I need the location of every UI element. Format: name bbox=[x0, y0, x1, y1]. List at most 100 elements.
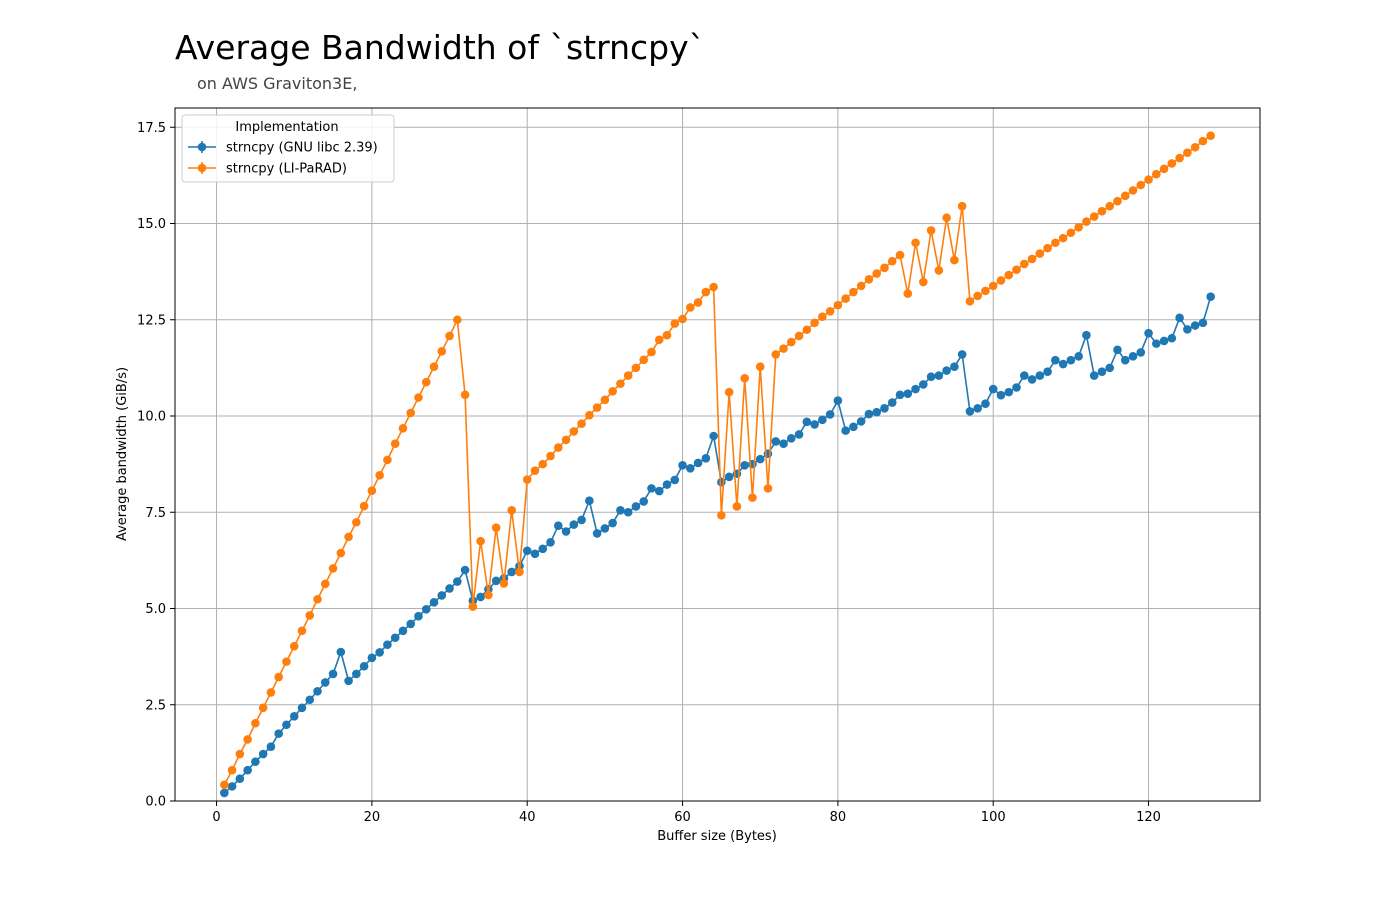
data-point bbox=[1159, 336, 1169, 346]
data-point bbox=[887, 256, 897, 266]
data-point bbox=[1105, 201, 1115, 211]
data-point bbox=[942, 366, 951, 375]
data-point bbox=[919, 380, 928, 389]
data-point bbox=[569, 520, 579, 529]
data-point bbox=[732, 502, 742, 511]
data-point bbox=[1097, 367, 1107, 377]
ticks-layer: 0 20 40 60 80 100 120 0.0 2.5 5.0 7.5 10.0 12.5 15.0 1… bbox=[137, 121, 1161, 825]
data-point bbox=[227, 765, 237, 775]
data-point bbox=[616, 506, 625, 515]
data-point bbox=[1051, 355, 1060, 365]
data-point bbox=[1082, 217, 1091, 226]
data-point bbox=[1120, 355, 1130, 365]
data-point bbox=[530, 466, 540, 475]
data-point bbox=[942, 213, 951, 223]
data-point bbox=[701, 287, 711, 297]
data-point bbox=[1190, 321, 1200, 330]
data-point bbox=[1120, 191, 1130, 201]
data-point bbox=[926, 372, 936, 382]
data-point bbox=[592, 403, 602, 412]
data-point bbox=[771, 350, 781, 359]
data-point bbox=[887, 398, 897, 407]
y-tick-label: 12.5 bbox=[137, 313, 166, 328]
data-point bbox=[1027, 375, 1037, 384]
data-point bbox=[740, 460, 749, 470]
data-point bbox=[367, 653, 377, 663]
data-point bbox=[336, 548, 346, 558]
data-point bbox=[251, 718, 260, 728]
data-point bbox=[359, 661, 369, 671]
data-point bbox=[437, 347, 447, 356]
data-point bbox=[220, 780, 229, 790]
data-point bbox=[1167, 333, 1177, 343]
data-point bbox=[460, 565, 470, 575]
series-1 bbox=[220, 292, 1215, 798]
data-point bbox=[577, 515, 586, 525]
data-point bbox=[359, 501, 369, 511]
data-point bbox=[476, 592, 485, 602]
data-point bbox=[507, 506, 516, 515]
data-point bbox=[693, 298, 703, 307]
data-point bbox=[794, 430, 804, 439]
data-point bbox=[344, 676, 353, 686]
data-point bbox=[1198, 318, 1208, 328]
data-point bbox=[856, 281, 866, 291]
data-point bbox=[973, 404, 982, 413]
data-point bbox=[1190, 142, 1200, 152]
data-point bbox=[833, 300, 843, 310]
data-point bbox=[950, 362, 959, 372]
data-point bbox=[546, 537, 555, 547]
data-point bbox=[227, 782, 237, 791]
data-point bbox=[1113, 196, 1122, 206]
data-point bbox=[600, 524, 610, 533]
data-point bbox=[608, 518, 617, 528]
data-point bbox=[1206, 131, 1215, 141]
data-point bbox=[709, 282, 718, 292]
y-tick-label: 10.0 bbox=[137, 410, 166, 425]
data-point bbox=[1144, 328, 1153, 338]
data-point bbox=[996, 276, 1006, 285]
data-point bbox=[872, 269, 882, 278]
plot-frame bbox=[174, 107, 1261, 802]
data-point bbox=[546, 451, 555, 461]
data-point bbox=[243, 735, 252, 744]
data-point bbox=[647, 347, 656, 357]
data-point bbox=[1058, 233, 1068, 243]
data-point bbox=[421, 377, 431, 387]
x-tick-label: 120 bbox=[1136, 810, 1161, 825]
data-point bbox=[406, 619, 416, 629]
data-point bbox=[981, 399, 990, 408]
data-point bbox=[313, 594, 322, 604]
data-point bbox=[289, 712, 299, 721]
data-point bbox=[810, 318, 819, 328]
data-point bbox=[724, 472, 734, 482]
data-point bbox=[484, 590, 493, 600]
data-point bbox=[414, 611, 423, 621]
data-point bbox=[289, 641, 299, 651]
data-point bbox=[1152, 169, 1161, 179]
x-tick-label: 40 bbox=[519, 810, 536, 825]
data-point bbox=[895, 250, 905, 260]
data-point bbox=[429, 598, 439, 607]
x-tick-label: 100 bbox=[981, 810, 1006, 825]
data-point bbox=[786, 337, 796, 347]
data-point bbox=[639, 355, 649, 365]
legend-marker bbox=[197, 163, 207, 173]
data-point bbox=[654, 335, 664, 345]
data-point bbox=[592, 529, 602, 538]
y-tick-label: 5.0 bbox=[145, 602, 166, 617]
data-point bbox=[282, 657, 291, 666]
data-point bbox=[375, 470, 384, 480]
data-point bbox=[919, 277, 928, 287]
y-tick-label: 15.0 bbox=[137, 217, 166, 232]
series-2 bbox=[220, 131, 1215, 790]
data-point bbox=[1206, 292, 1215, 301]
data-point bbox=[973, 291, 982, 301]
data-point bbox=[383, 455, 392, 465]
data-point bbox=[297, 703, 307, 713]
data-point bbox=[1128, 186, 1138, 195]
data-point bbox=[258, 749, 268, 759]
x-tick-label: 80 bbox=[830, 810, 847, 825]
legend-marker bbox=[197, 142, 207, 152]
